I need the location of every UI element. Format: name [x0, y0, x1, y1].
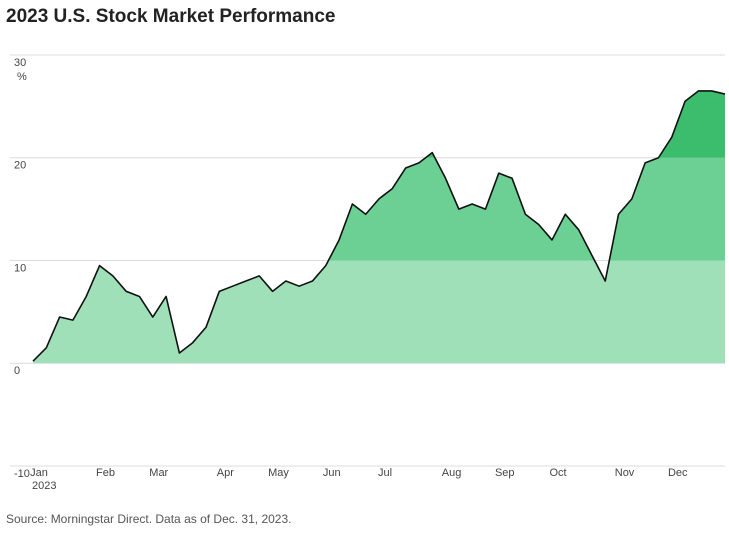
- x-tick-label: Dec: [668, 467, 688, 479]
- x-tick-label: Oct: [549, 467, 566, 479]
- y-tick-label: 30: [14, 57, 26, 69]
- y-tick-label: 20: [14, 160, 26, 172]
- area-band: [33, 90, 725, 158]
- y-tick-label: -10: [14, 468, 30, 480]
- x-tick-label: Nov: [615, 467, 635, 479]
- x-tick-label: Feb: [96, 467, 115, 479]
- y-tick-label: 10: [14, 262, 26, 274]
- area-band: [33, 260, 725, 364]
- x-tick-label: Jan: [30, 467, 48, 479]
- x-tick-label: Sep: [495, 467, 515, 479]
- x-tick-label: Aug: [442, 467, 462, 479]
- source-note: Source: Morningstar Direct. Data as of D…: [6, 512, 291, 526]
- x-tick-label: Jul: [378, 467, 392, 479]
- area-bands: [33, 90, 725, 364]
- chart-title: 2023 U.S. Stock Market Performance: [6, 6, 336, 27]
- line: [32, 90, 726, 362]
- y-unit: %: [17, 71, 27, 83]
- x-year-label: 2023: [32, 480, 56, 492]
- x-tick-label: Apr: [217, 467, 234, 479]
- area-band: [33, 157, 725, 261]
- x-tick-label: May: [268, 467, 289, 479]
- y-tick-label: 0: [14, 365, 20, 377]
- x-tick-label: Jun: [323, 467, 341, 479]
- x-tick-label: Mar: [149, 467, 168, 479]
